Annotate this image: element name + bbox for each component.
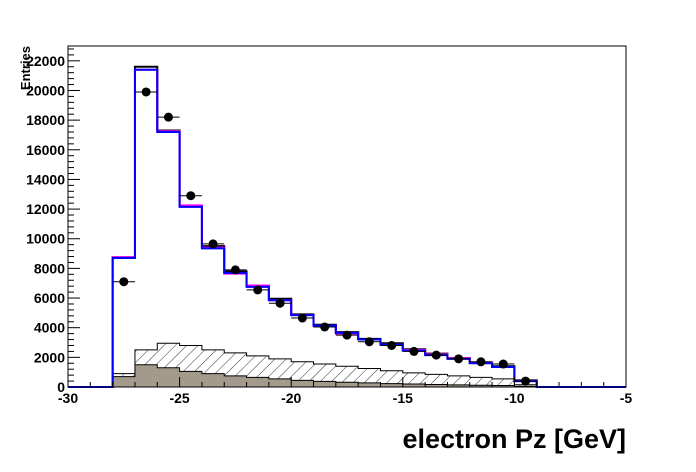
y-tick-label: 10000: [26, 231, 65, 247]
data-point: [297, 313, 307, 323]
y-axis-title: Entries: [18, 46, 33, 90]
x-tick-label: -15: [393, 390, 413, 406]
data-point: [208, 239, 218, 249]
data-point: [431, 350, 441, 360]
data-point: [476, 357, 486, 367]
y-tick-label: 14000: [26, 171, 65, 187]
x-tick-label: -25: [169, 390, 189, 406]
data-point: [342, 330, 352, 340]
y-tick-label: 18000: [26, 112, 65, 128]
filled-background-histogram: [112, 364, 538, 388]
data-point: [409, 346, 419, 356]
data-point: [454, 354, 464, 364]
y-tick-label: 4000: [34, 320, 65, 336]
data-point: [163, 112, 173, 122]
y-tick-label: 20000: [26, 82, 65, 98]
y-tick-label: 2000: [34, 349, 65, 365]
data-point: [253, 285, 263, 295]
y-tick-label: 6000: [34, 290, 65, 306]
y-tick-label: 0: [57, 379, 65, 395]
plot-frame: [67, 45, 627, 388]
data-point: [141, 87, 151, 97]
x-tick-label: -10: [504, 390, 524, 406]
data-point: [230, 265, 240, 275]
x-tick-label: -5: [620, 390, 633, 406]
y-tick-label: 22000: [26, 53, 65, 69]
data-point: [498, 359, 508, 369]
data-point: [275, 298, 285, 308]
data-point: [320, 322, 330, 332]
y-tick-label: 12000: [26, 201, 65, 217]
data-point: [119, 277, 129, 287]
y-tick-label: 8000: [34, 260, 65, 276]
data-point: [521, 376, 531, 386]
data-point: [387, 340, 397, 350]
x-axis-title: electron Pz [GeV]: [402, 424, 626, 454]
data-point: [186, 191, 196, 201]
y-tick-label: 16000: [26, 142, 65, 158]
data-point: [364, 337, 374, 347]
x-tick-label: -30: [58, 390, 78, 406]
x-tick-label: -20: [281, 390, 301, 406]
